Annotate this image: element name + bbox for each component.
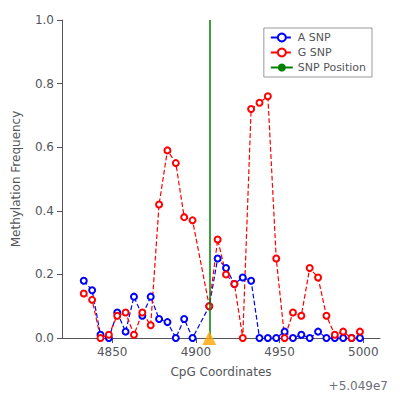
svg-text:0.2: 0.2 — [35, 267, 54, 281]
svg-text:0.6: 0.6 — [35, 140, 54, 154]
svg-text:0.4: 0.4 — [35, 204, 54, 218]
svg-text:SNP Position: SNP Position — [298, 61, 366, 74]
svg-text:5000: 5000 — [348, 345, 379, 359]
svg-text:CpG Coordinates: CpG Coordinates — [170, 365, 271, 379]
svg-text:+5.049e7: +5.049e7 — [329, 379, 388, 393]
svg-text:1.0: 1.0 — [35, 13, 54, 27]
svg-text:4950: 4950 — [264, 345, 295, 359]
svg-text:0.0: 0.0 — [35, 331, 54, 345]
svg-text:4850: 4850 — [97, 345, 128, 359]
svg-text:A SNP: A SNP — [298, 31, 331, 44]
svg-text:G SNP: G SNP — [298, 46, 332, 59]
svg-text:Methylation Frequency: Methylation Frequency — [9, 111, 23, 248]
svg-text:4900: 4900 — [181, 345, 212, 359]
svg-text:0.8: 0.8 — [35, 77, 54, 91]
